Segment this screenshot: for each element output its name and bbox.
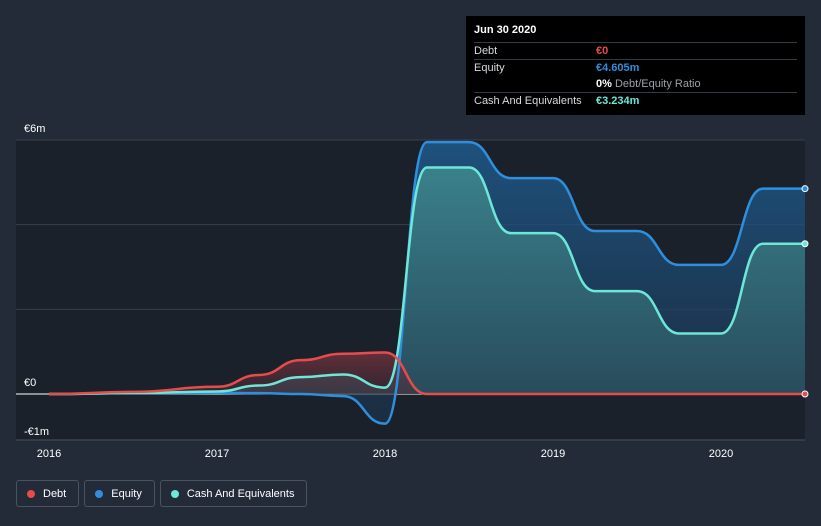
debt-line bbox=[48, 351, 805, 396]
cash-endpoint bbox=[801, 240, 809, 248]
tooltip-row-ratio: 0% Debt/Equity Ratio bbox=[474, 76, 797, 92]
tooltip-ratio-label: Debt/Equity Ratio bbox=[614, 78, 701, 90]
tooltip-row-equity: Equity €4.605m bbox=[474, 59, 797, 76]
y-tick-labels: €6m €0 -€1m bbox=[24, 123, 49, 438]
x-tick-label: 2020 bbox=[709, 448, 733, 460]
x-tick-labels: 2016 2017 2018 2019 2020 bbox=[37, 448, 733, 460]
tooltip: Jun 30 2020 Debt €0 Equity €4.605m 0% De… bbox=[466, 16, 805, 115]
tooltip-cash-value: €3.234m bbox=[596, 95, 640, 107]
tooltip-cash-label: Cash And Equivalents bbox=[474, 95, 582, 107]
tooltip-ratio: 0% Debt/Equity Ratio bbox=[596, 76, 701, 92]
series-endpoints bbox=[801, 185, 809, 398]
legend-debt-label: Debt bbox=[43, 487, 67, 500]
y-tick-label: €6m bbox=[24, 123, 45, 135]
legend-equity-label: Equity bbox=[111, 487, 142, 500]
legend: Debt Equity Cash And Equivalents bbox=[16, 480, 308, 507]
legend-item-equity[interactable]: Equity bbox=[84, 480, 155, 507]
cash-line bbox=[48, 166, 805, 396]
y-tick-label: -€1m bbox=[24, 426, 49, 438]
x-tick-label: 2017 bbox=[205, 448, 229, 460]
equity-endpoint bbox=[801, 185, 809, 193]
legend-debt-dot-icon bbox=[27, 489, 35, 498]
y-tick-label: €0 bbox=[24, 377, 36, 389]
legend-cash-label: Cash And Equivalents bbox=[186, 487, 295, 500]
x-tick-label: 2019 bbox=[541, 448, 565, 460]
tooltip-row-cash: Cash And Equivalents €3.234m bbox=[474, 92, 797, 109]
tooltip-ratio-value: 0% bbox=[596, 78, 612, 90]
tooltip-equity-label: Equity bbox=[474, 62, 505, 74]
equity-line bbox=[48, 140, 805, 425]
legend-cash-dot-icon bbox=[170, 489, 179, 498]
x-tick-label: 2016 bbox=[37, 448, 61, 460]
tooltip-debt-value: €0 bbox=[596, 45, 609, 57]
series-areas bbox=[49, 142, 805, 424]
legend-item-debt[interactable]: Debt bbox=[16, 480, 80, 507]
legend-item-cash[interactable]: Cash And Equivalents bbox=[159, 480, 308, 507]
tooltip-debt-label: Debt bbox=[474, 45, 498, 57]
legend-equity-dot-icon bbox=[95, 489, 104, 498]
series-lines bbox=[48, 140, 805, 425]
x-tick-label: 2018 bbox=[373, 448, 397, 460]
tooltip-equity-value: €4.605m bbox=[596, 62, 640, 74]
cash-area bbox=[49, 167, 805, 394]
tooltip-date: Jun 30 2020 bbox=[474, 24, 537, 36]
debt-endpoint bbox=[801, 390, 809, 398]
tooltip-row-debt: Debt €0 bbox=[474, 42, 797, 59]
debt-area bbox=[49, 352, 805, 394]
